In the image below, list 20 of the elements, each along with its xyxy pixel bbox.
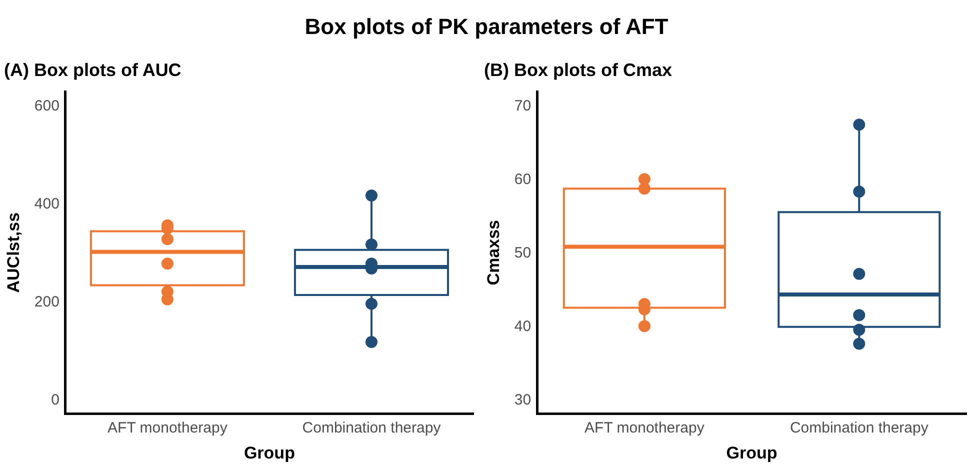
y-tick-label: 50 [514, 244, 532, 262]
y-tick-label: 30 [514, 392, 532, 409]
chart-title: (B) Box plots of Cmax [484, 60, 672, 80]
x-axis-title: Group [244, 443, 295, 462]
y-tick-label: 200 [34, 293, 60, 310]
x-tick-label: AFT monotherapy [584, 420, 705, 437]
y-tick-label: 40 [514, 318, 532, 335]
y-axis-title: Cmaxss [484, 220, 503, 286]
y-tick-label: 0 [51, 392, 60, 409]
y-tick-label: 60 [514, 170, 532, 188]
x-tick-label: Combination therapy [302, 420, 442, 437]
x-axis-title: Group [726, 443, 778, 462]
y-axis-title: AUClst,ss [4, 212, 23, 293]
text: Box plots of PK parameters of AFT [304, 13, 670, 40]
y-tick-label: 70 [514, 97, 532, 114]
x-tick-label: AFT monotherapy [108, 420, 228, 437]
chart-title: (A) Box plots of AUC [4, 60, 182, 80]
x-tick-label: Combination therapy [790, 420, 929, 437]
y-tick-label: 400 [34, 195, 60, 212]
y-tick-label: 600 [34, 97, 60, 114]
